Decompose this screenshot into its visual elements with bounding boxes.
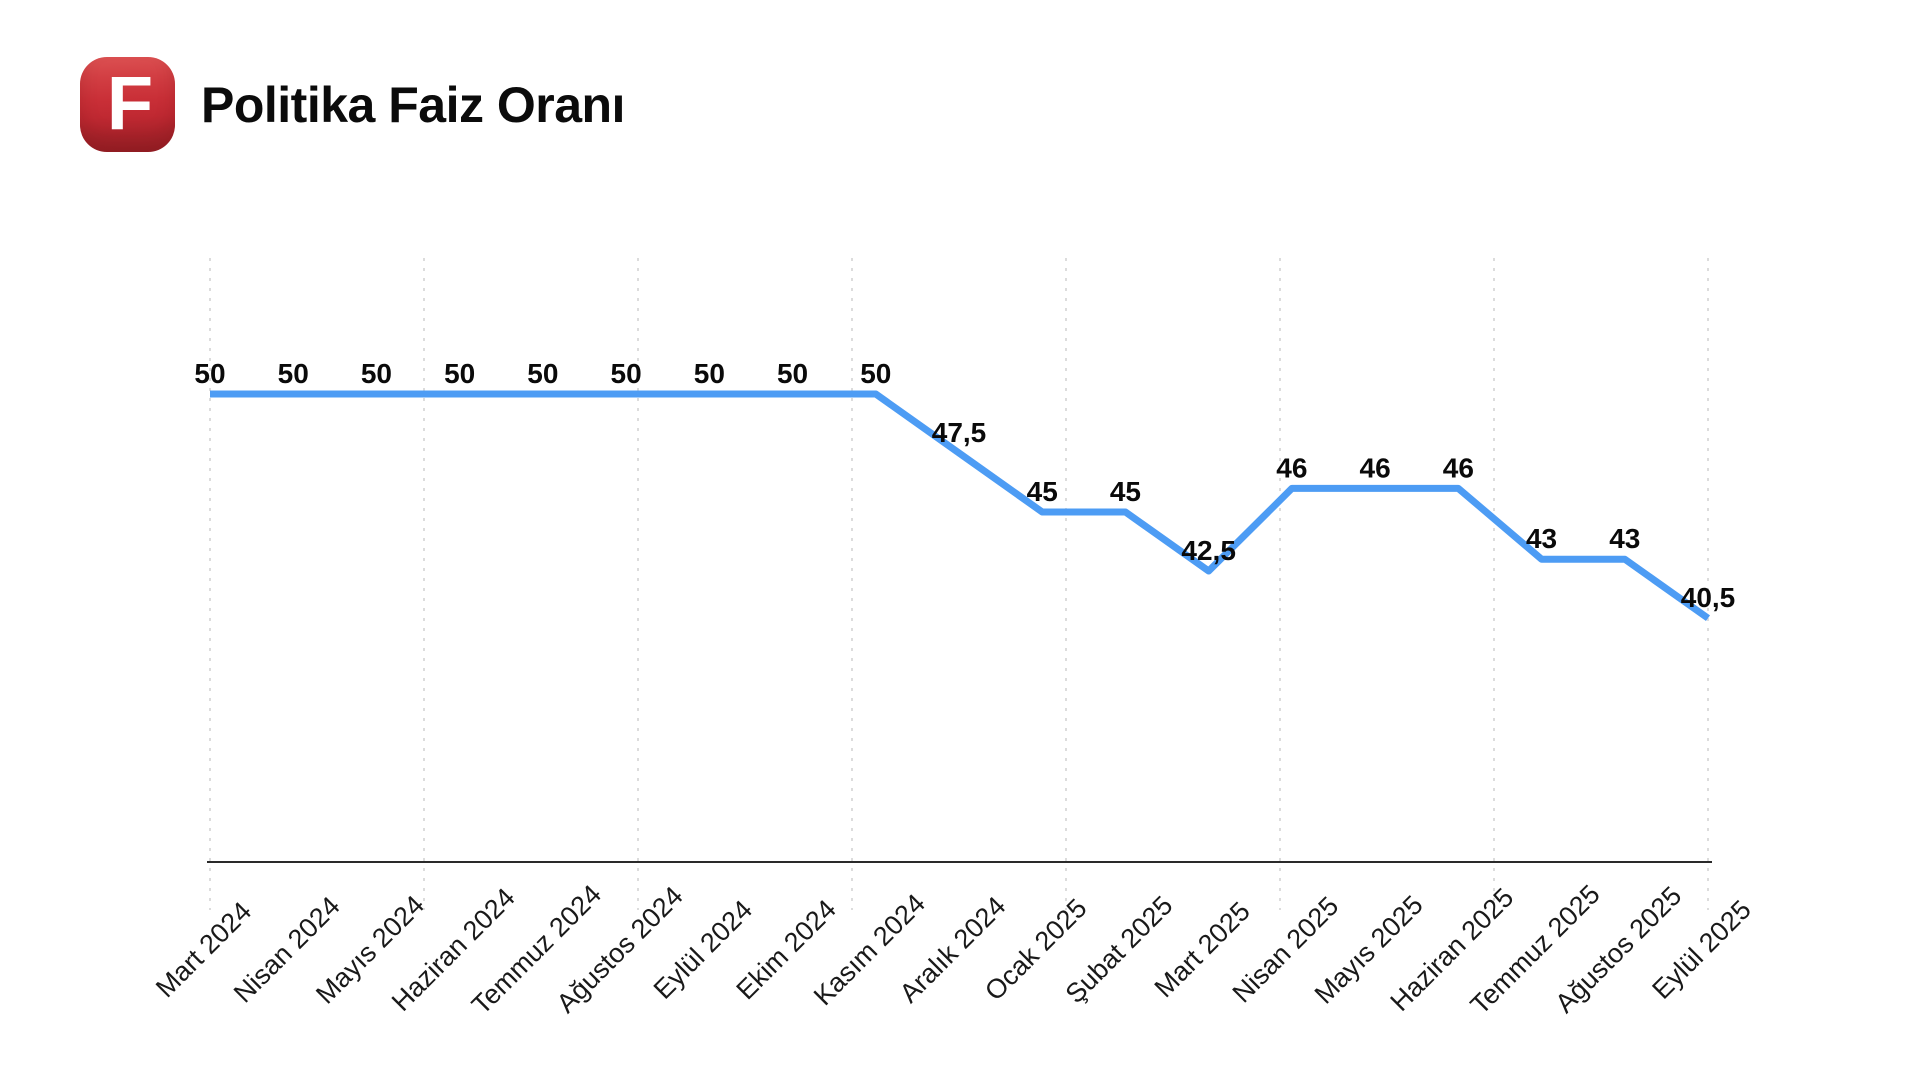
value-label: 43 (1526, 523, 1557, 554)
value-label: 46 (1443, 452, 1474, 483)
value-label: 45 (1027, 476, 1058, 507)
page-title: Politika Faiz Oranı (201, 76, 625, 133)
value-label: 50 (194, 358, 225, 389)
value-label: 50 (694, 358, 725, 389)
rate-line-series (210, 390, 1711, 622)
header: F Politika Faiz Oranı (80, 57, 625, 152)
value-label: 50 (444, 358, 475, 389)
brand-logo-letter: F (106, 60, 153, 146)
value-label: 42,5 (1181, 535, 1236, 566)
value-label: 50 (527, 358, 558, 389)
brand-logo: F (80, 57, 175, 152)
value-label: 45 (1110, 476, 1141, 507)
gridlines (209, 258, 1709, 910)
value-label: 50 (278, 358, 309, 389)
value-label: 47,5 (932, 417, 987, 448)
value-label: 43 (1609, 523, 1640, 554)
value-labels: 50 50 50 50 50 50 50 50 50 47,5 45 45 42,5 46 46 46 43 43… (194, 358, 1735, 613)
value-label: 46 (1276, 452, 1307, 483)
value-label: 50 (361, 358, 392, 389)
value-label: 40,5 (1681, 582, 1736, 613)
value-label: 50 (860, 358, 891, 389)
value-label: 46 (1360, 452, 1391, 483)
value-label: 50 (611, 358, 642, 389)
value-label: 50 (777, 358, 808, 389)
